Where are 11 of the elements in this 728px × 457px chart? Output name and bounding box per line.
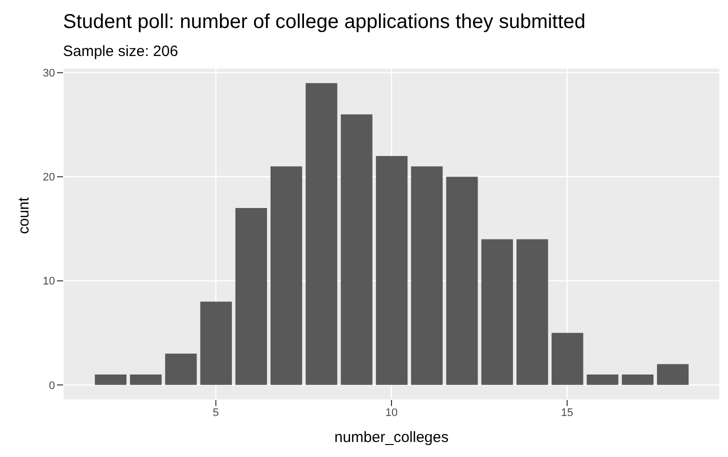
chart-title: Student poll: number of college applications they submitted bbox=[63, 10, 587, 34]
y-axis-title: count bbox=[15, 196, 32, 234]
x-tick-label: 10 bbox=[385, 406, 398, 419]
y-tick-label: 10 bbox=[42, 276, 55, 288]
y-tick-label: 20 bbox=[42, 172, 55, 184]
y-tick-label: 30 bbox=[42, 68, 55, 80]
y-tick-label: 0 bbox=[48, 380, 55, 392]
chart-subtitle: Sample size: 206 bbox=[63, 42, 180, 62]
x-tick-label: 5 bbox=[212, 406, 219, 419]
x-axis-title: number_colleges bbox=[334, 429, 449, 446]
x-tick-label: 15 bbox=[561, 406, 574, 419]
